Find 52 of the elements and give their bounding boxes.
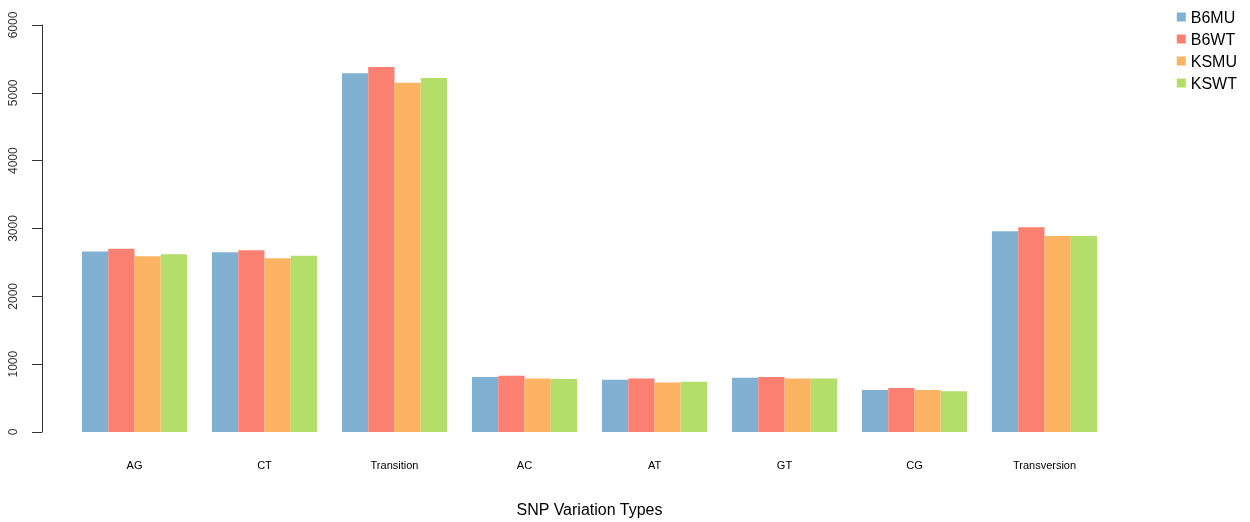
bar: [758, 377, 785, 432]
x-axis-title: SNP Variation Types: [516, 500, 663, 518]
bar: [160, 254, 188, 432]
bar: [914, 389, 941, 432]
x-tick-label: AT: [647, 458, 662, 471]
bar: [368, 67, 395, 432]
y-tick-label: 0: [6, 428, 20, 436]
bar: [731, 377, 759, 432]
y-tick-label: 3000: [6, 214, 20, 242]
bar: [420, 77, 448, 432]
bar: [238, 250, 265, 432]
y-tick-label: 4000: [6, 147, 20, 175]
bar: [810, 378, 838, 432]
bar: [784, 378, 811, 432]
x-tick-label: Transition: [370, 458, 419, 471]
y-tick-label: 2000: [6, 282, 20, 310]
x-tick-label: GT: [776, 458, 793, 471]
x-tick-label: CT: [257, 458, 273, 471]
y-tick-label: 5000: [6, 79, 20, 107]
legend-label: KSMU: [1190, 52, 1238, 70]
y-tick-label: 1000: [6, 350, 20, 378]
bar: [264, 258, 291, 432]
bar: [81, 251, 109, 432]
bar: [211, 252, 239, 432]
x-tick-label: AC: [516, 458, 533, 471]
bar: [888, 387, 915, 432]
legend-label: B6WT: [1190, 30, 1236, 48]
x-tick-label: CG: [906, 458, 923, 471]
bar: [498, 375, 525, 432]
bar: [108, 248, 135, 432]
bar: [341, 73, 369, 432]
bar: [550, 379, 578, 432]
legend-label: B6MU: [1190, 8, 1236, 26]
x-tick-label: Transversion: [1012, 458, 1077, 471]
bar: [471, 377, 499, 432]
bar: [628, 378, 655, 432]
bar: [290, 255, 318, 432]
x-tick-label: AG: [126, 458, 143, 471]
bar: [861, 389, 889, 432]
bar: [1018, 227, 1045, 432]
y-tick-label: 6000: [6, 11, 20, 39]
legend-label: KSWT: [1190, 74, 1238, 92]
bar: [1070, 235, 1098, 432]
bar: [940, 391, 968, 432]
bar: [394, 82, 421, 432]
bar: [1044, 235, 1071, 432]
bar: [991, 231, 1019, 432]
bar: [524, 378, 551, 432]
bar: [134, 256, 161, 432]
bar: [680, 381, 708, 432]
bar: [601, 379, 629, 432]
bar: [654, 382, 681, 432]
